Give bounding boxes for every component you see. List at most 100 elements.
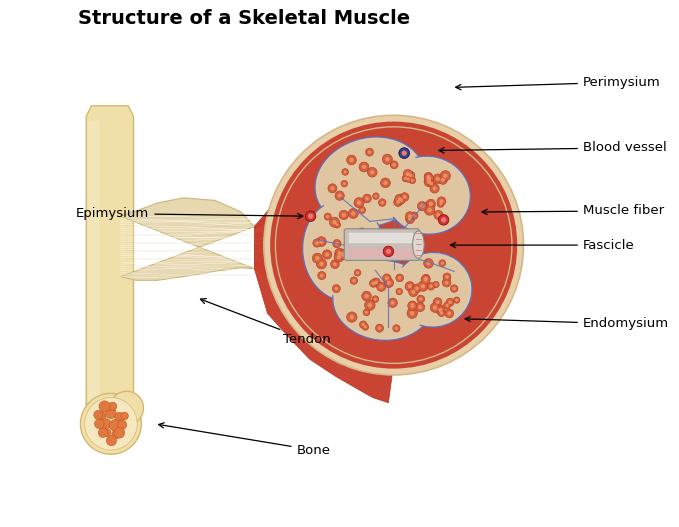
Circle shape <box>367 303 372 307</box>
Circle shape <box>107 435 117 446</box>
Circle shape <box>441 217 446 222</box>
Circle shape <box>333 262 337 266</box>
Ellipse shape <box>397 256 469 324</box>
Circle shape <box>367 168 377 177</box>
Circle shape <box>399 148 409 159</box>
Circle shape <box>452 287 456 290</box>
Ellipse shape <box>333 260 434 340</box>
Circle shape <box>350 277 358 285</box>
Circle shape <box>410 304 414 308</box>
Circle shape <box>392 325 400 332</box>
Circle shape <box>411 303 414 306</box>
Circle shape <box>103 429 111 436</box>
Circle shape <box>398 197 405 204</box>
Circle shape <box>421 284 425 288</box>
Circle shape <box>368 150 371 154</box>
Circle shape <box>445 309 454 318</box>
Circle shape <box>378 199 386 207</box>
Circle shape <box>433 187 437 191</box>
Circle shape <box>365 311 368 314</box>
Circle shape <box>352 279 356 282</box>
Circle shape <box>411 290 416 294</box>
Circle shape <box>409 173 413 177</box>
Circle shape <box>454 297 460 304</box>
Circle shape <box>401 151 407 156</box>
Circle shape <box>443 273 451 281</box>
Circle shape <box>365 294 369 298</box>
Circle shape <box>319 239 324 244</box>
Circle shape <box>424 172 433 181</box>
Circle shape <box>379 285 384 289</box>
Circle shape <box>438 308 443 312</box>
Circle shape <box>433 306 437 310</box>
Text: Tendon: Tendon <box>200 299 331 346</box>
Circle shape <box>371 281 375 285</box>
Circle shape <box>365 300 375 310</box>
Text: Muscle fiber: Muscle fiber <box>482 204 664 218</box>
Circle shape <box>374 280 378 285</box>
Circle shape <box>434 210 443 220</box>
Circle shape <box>424 278 428 282</box>
Circle shape <box>312 253 323 263</box>
Circle shape <box>407 171 415 179</box>
Circle shape <box>436 300 439 304</box>
Circle shape <box>359 207 365 213</box>
Circle shape <box>342 169 348 175</box>
Circle shape <box>308 213 313 219</box>
Circle shape <box>351 246 355 250</box>
Circle shape <box>121 412 128 419</box>
FancyBboxPatch shape <box>88 121 99 422</box>
Circle shape <box>407 284 412 288</box>
Circle shape <box>94 411 103 419</box>
Circle shape <box>422 204 425 207</box>
Circle shape <box>112 430 120 438</box>
Circle shape <box>418 305 422 309</box>
Circle shape <box>437 213 441 217</box>
Circle shape <box>429 285 433 288</box>
Ellipse shape <box>413 231 424 258</box>
Ellipse shape <box>388 159 467 231</box>
Circle shape <box>402 175 409 182</box>
Circle shape <box>422 275 430 282</box>
Circle shape <box>359 321 367 328</box>
Circle shape <box>438 309 445 317</box>
Circle shape <box>328 184 337 193</box>
Circle shape <box>380 178 390 188</box>
Circle shape <box>270 122 517 368</box>
Circle shape <box>413 284 421 292</box>
Circle shape <box>403 195 407 199</box>
Circle shape <box>357 228 367 237</box>
Ellipse shape <box>303 200 385 301</box>
Circle shape <box>390 161 398 169</box>
Circle shape <box>424 174 434 183</box>
Circle shape <box>408 217 412 221</box>
Circle shape <box>394 194 405 204</box>
Circle shape <box>398 276 401 280</box>
Ellipse shape <box>336 264 430 337</box>
Circle shape <box>426 174 430 179</box>
Circle shape <box>409 301 416 308</box>
Circle shape <box>94 419 104 428</box>
Circle shape <box>424 177 434 187</box>
Circle shape <box>341 252 346 257</box>
Circle shape <box>115 412 124 422</box>
Circle shape <box>364 325 367 328</box>
Circle shape <box>343 182 346 185</box>
Circle shape <box>338 249 348 260</box>
Circle shape <box>105 408 116 418</box>
Circle shape <box>370 170 374 174</box>
Circle shape <box>410 311 414 316</box>
Circle shape <box>333 239 341 248</box>
Circle shape <box>348 231 356 240</box>
Circle shape <box>344 170 347 173</box>
Circle shape <box>110 391 143 425</box>
Circle shape <box>80 393 141 454</box>
Circle shape <box>426 261 430 266</box>
Circle shape <box>323 250 332 259</box>
Circle shape <box>430 184 439 193</box>
Circle shape <box>427 208 432 212</box>
Circle shape <box>380 201 384 204</box>
Circle shape <box>390 300 394 305</box>
Circle shape <box>362 165 366 169</box>
Circle shape <box>337 251 342 256</box>
